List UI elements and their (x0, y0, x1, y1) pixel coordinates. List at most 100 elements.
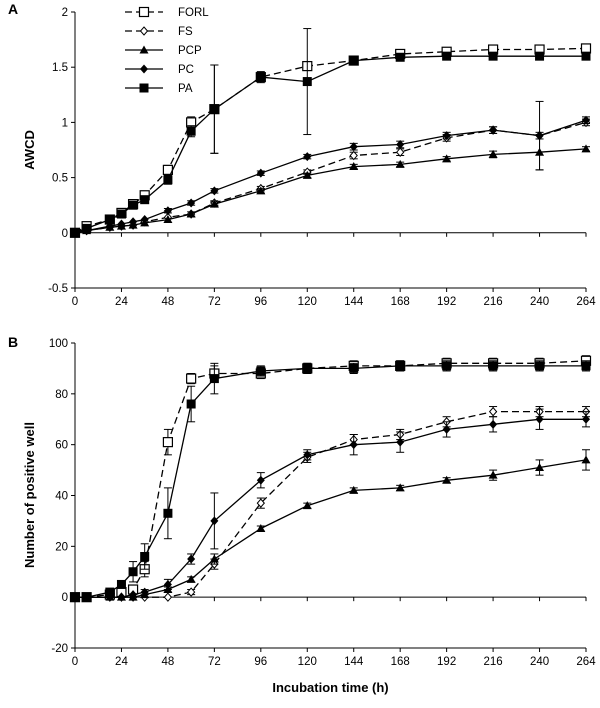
data-point-pc (129, 217, 138, 227)
x-tick-label: 240 (530, 296, 549, 308)
y-tick-label: 0.5 (52, 173, 68, 185)
data-point-pc (442, 424, 451, 434)
series-pa (70, 28, 591, 238)
data-point-pc (187, 198, 196, 208)
data-point-pcp (581, 144, 591, 153)
data-point-pa (209, 374, 219, 384)
y-tick-label: 1 (62, 117, 68, 129)
data-point-fs (163, 592, 173, 602)
panel-a: A -0.5 0 0.5 1 1.5 2 0 24 48 72 96 120 144 168 192 216 24… (8, 1, 596, 308)
x-tick-label: 264 (576, 656, 596, 668)
y-tick-label: -20 (51, 643, 68, 655)
data-point-pcp (209, 199, 219, 208)
data-point-pc (582, 414, 590, 424)
y-axis-title: AWCD (22, 130, 37, 170)
data-point-pc (535, 414, 544, 424)
data-point-pc (535, 131, 544, 141)
legend-label-forl: FORL (178, 7, 209, 19)
x-tick-label: 96 (254, 656, 267, 668)
data-point-pcp (488, 149, 498, 158)
x-tick-label: 120 (298, 656, 317, 668)
data-point-pa (488, 51, 498, 61)
legend-label-pa: PA (178, 83, 193, 95)
data-point-pc (129, 590, 138, 600)
x-tick-label: 0 (72, 656, 78, 668)
x-tick-label: 168 (391, 296, 410, 308)
data-point-pcp (302, 501, 312, 510)
data-point-pa (70, 228, 80, 238)
data-point-pcp (442, 475, 452, 484)
y-tick-label: 100 (49, 338, 68, 350)
y-tick-label: 1.5 (52, 62, 68, 74)
data-point-pcp (395, 483, 405, 492)
data-point-pc (489, 419, 498, 429)
data-point-pcp (535, 463, 545, 472)
data-point-pa (581, 361, 591, 371)
series-line-pa (75, 365, 586, 598)
series-line-pc (74, 119, 587, 234)
data-point-pa (186, 399, 196, 409)
series-pa (70, 360, 591, 602)
x-tick-label: 0 (72, 296, 78, 308)
x-tick-label: 24 (115, 656, 128, 668)
data-point-pa (256, 366, 266, 376)
data-point-fs (349, 150, 358, 161)
y-tick-label: 40 (55, 491, 68, 503)
data-point-pcp (302, 170, 312, 179)
data-point-pa (488, 361, 498, 371)
x-tick-label: 24 (115, 296, 128, 308)
data-point-pcp (488, 470, 498, 479)
legend-marker-pa (139, 83, 149, 93)
data-point-pcp (349, 162, 359, 171)
data-point-pa (105, 215, 115, 225)
data-point-pa (442, 51, 452, 61)
legend: FORL FS PCP PC PA (125, 6, 209, 95)
series-line-pc (75, 418, 586, 598)
x-tick-label: 168 (391, 656, 410, 668)
x-tick-label: 144 (344, 656, 364, 668)
data-point-pcp (163, 215, 173, 224)
data-point-pa (82, 592, 92, 602)
data-point-pa (116, 209, 126, 219)
x-tick-label: 216 (483, 296, 502, 308)
series-forl (69, 43, 592, 238)
data-point-forl (580, 43, 592, 54)
panel-b: B -20 0 20 40 60 80 100 0 24 48 72 96 120 144 168 192 216… (8, 334, 596, 695)
x-tick-label: 48 (162, 656, 175, 668)
data-point-pa (581, 51, 591, 61)
data-point-pcp (209, 554, 219, 563)
x-tick-label: 216 (483, 656, 502, 668)
x-tick-label: 264 (576, 296, 596, 308)
x-tick-label: 144 (344, 296, 364, 308)
data-point-pcp (256, 524, 266, 533)
data-point-pa (535, 361, 545, 371)
data-point-pc (303, 152, 312, 162)
data-point-pa (140, 552, 150, 561)
data-point-fs (186, 587, 196, 597)
data-point-pa (535, 51, 545, 61)
y-tick-label: 60 (55, 440, 68, 452)
data-point-fs (396, 147, 405, 157)
x-tick-label: 120 (298, 296, 317, 308)
data-point-pa (395, 52, 405, 62)
data-point-pa (163, 175, 173, 185)
y-axis-title: Number of positive well (22, 422, 37, 568)
data-point-pc (582, 115, 590, 125)
data-point-pc (210, 186, 219, 196)
x-axis-title: Incubation time (h) (272, 680, 388, 695)
data-point-pa (256, 72, 266, 82)
y-tick-label: 20 (55, 541, 68, 553)
data-point-pa (128, 567, 138, 577)
data-point-pa (349, 363, 359, 373)
series-line-forl (75, 360, 587, 598)
y-tick-label: 2 (62, 7, 68, 19)
data-point-pa (163, 508, 173, 518)
data-point-forl (162, 437, 174, 448)
data-point-pa (128, 200, 138, 210)
legend-marker-forl (138, 6, 150, 18)
y-tick-label: 0 (62, 228, 68, 240)
data-point-pc (117, 592, 126, 602)
data-point-pa (209, 104, 219, 114)
